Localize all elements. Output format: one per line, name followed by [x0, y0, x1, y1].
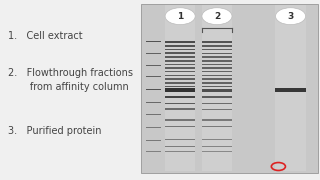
FancyBboxPatch shape	[202, 109, 232, 110]
FancyBboxPatch shape	[202, 45, 232, 47]
FancyBboxPatch shape	[202, 146, 232, 147]
FancyBboxPatch shape	[202, 49, 232, 50]
FancyBboxPatch shape	[202, 119, 232, 121]
FancyBboxPatch shape	[202, 71, 232, 72]
FancyBboxPatch shape	[202, 96, 232, 98]
Text: 2.   Flowthrough fractions
       from affinity column: 2. Flowthrough fractions from affinity c…	[8, 68, 133, 92]
FancyBboxPatch shape	[165, 86, 195, 87]
FancyBboxPatch shape	[165, 96, 195, 98]
FancyBboxPatch shape	[202, 41, 232, 43]
FancyBboxPatch shape	[141, 4, 318, 173]
FancyBboxPatch shape	[146, 127, 161, 128]
FancyBboxPatch shape	[165, 60, 195, 62]
FancyBboxPatch shape	[165, 41, 195, 43]
Circle shape	[202, 8, 232, 25]
FancyBboxPatch shape	[165, 146, 195, 147]
FancyBboxPatch shape	[165, 119, 195, 121]
FancyBboxPatch shape	[202, 89, 232, 92]
FancyBboxPatch shape	[165, 71, 195, 72]
FancyBboxPatch shape	[165, 45, 195, 47]
FancyBboxPatch shape	[275, 5, 306, 171]
Text: 1: 1	[177, 12, 183, 21]
FancyBboxPatch shape	[202, 64, 232, 65]
FancyBboxPatch shape	[202, 126, 232, 127]
FancyBboxPatch shape	[165, 139, 195, 140]
FancyBboxPatch shape	[146, 53, 161, 54]
FancyBboxPatch shape	[146, 65, 161, 66]
FancyBboxPatch shape	[165, 64, 195, 65]
FancyBboxPatch shape	[202, 53, 232, 54]
FancyBboxPatch shape	[146, 140, 161, 141]
FancyBboxPatch shape	[165, 52, 195, 54]
FancyBboxPatch shape	[146, 114, 161, 115]
FancyBboxPatch shape	[165, 75, 195, 76]
FancyBboxPatch shape	[146, 41, 161, 42]
FancyBboxPatch shape	[146, 89, 161, 90]
FancyBboxPatch shape	[165, 151, 195, 152]
FancyBboxPatch shape	[202, 5, 232, 171]
FancyBboxPatch shape	[165, 78, 195, 80]
FancyBboxPatch shape	[165, 67, 195, 69]
FancyBboxPatch shape	[165, 108, 195, 110]
FancyBboxPatch shape	[202, 82, 232, 84]
FancyBboxPatch shape	[165, 49, 195, 50]
Text: 3: 3	[287, 12, 294, 21]
FancyBboxPatch shape	[165, 56, 195, 58]
FancyBboxPatch shape	[202, 67, 232, 69]
FancyBboxPatch shape	[165, 82, 195, 84]
FancyBboxPatch shape	[146, 76, 161, 77]
Circle shape	[276, 8, 306, 25]
FancyBboxPatch shape	[202, 56, 232, 58]
FancyBboxPatch shape	[202, 78, 232, 80]
FancyBboxPatch shape	[275, 88, 306, 92]
FancyBboxPatch shape	[202, 60, 232, 62]
Text: 2: 2	[214, 12, 220, 21]
FancyBboxPatch shape	[202, 151, 232, 152]
FancyBboxPatch shape	[202, 103, 232, 104]
FancyBboxPatch shape	[165, 126, 195, 127]
Text: 1.   Cell extract: 1. Cell extract	[8, 31, 83, 41]
FancyBboxPatch shape	[146, 151, 161, 152]
FancyBboxPatch shape	[165, 88, 195, 92]
Circle shape	[165, 8, 195, 25]
Text: 3.   Purified protein: 3. Purified protein	[8, 126, 101, 136]
FancyBboxPatch shape	[165, 5, 195, 171]
FancyBboxPatch shape	[146, 102, 161, 103]
FancyBboxPatch shape	[202, 75, 232, 76]
FancyBboxPatch shape	[202, 86, 232, 87]
FancyBboxPatch shape	[165, 103, 195, 104]
FancyBboxPatch shape	[202, 139, 232, 140]
